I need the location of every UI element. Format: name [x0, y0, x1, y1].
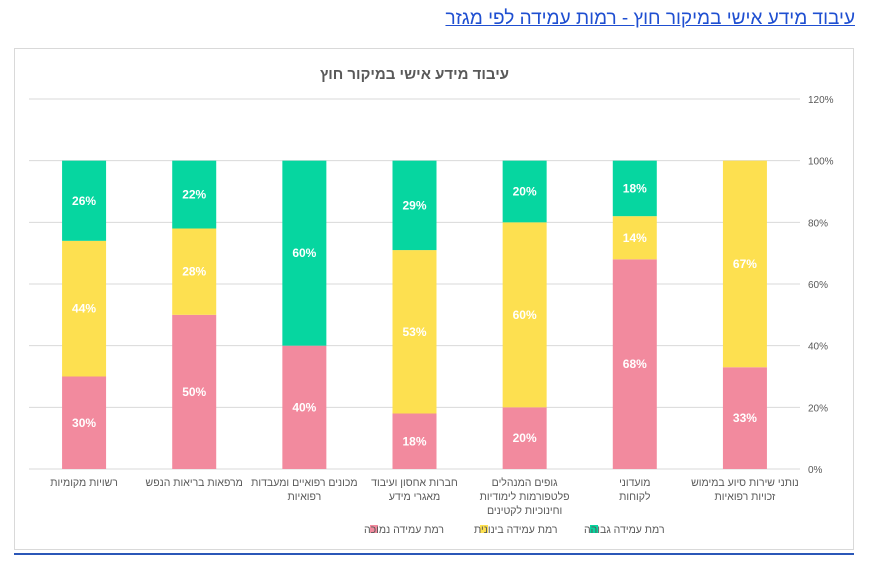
category-label: וחינוכיות לקטינים — [487, 505, 562, 517]
category-label: מאגרי מידע — [389, 491, 440, 503]
data-label: 67% — [733, 257, 757, 271]
bar-segment — [612, 259, 657, 469]
data-label: 50% — [182, 385, 206, 399]
data-label: 18% — [623, 181, 647, 195]
data-label: 20% — [513, 431, 537, 445]
bar-segment — [722, 160, 767, 368]
category-label: פלטפורמות לימודיות — [480, 491, 570, 503]
y-tick-label: 100% — [808, 157, 834, 168]
category-label: מכונים רפואיים ומעבדות — [251, 477, 357, 489]
bar-segment — [62, 240, 107, 377]
data-label: 60% — [513, 308, 537, 322]
y-tick-label: 60% — [808, 280, 828, 291]
data-label: 20% — [513, 185, 537, 199]
bar-segment — [282, 160, 327, 346]
category-label: זכויות רפואיות — [715, 491, 776, 503]
stacked-bar-chart: עיבוד מידע אישי במיקור חוץ 0% 20% 40% 60% 80%… — [29, 66, 834, 536]
bottom-divider — [14, 553, 854, 555]
data-label: 30% — [72, 416, 96, 430]
category-label: לקוחות — [619, 491, 651, 503]
category-label: מרפאות בריאות הנפש — [146, 477, 243, 489]
chart-area: עיבוד מידע אישי במיקור חוץ 0% 20% 40% 60% 80%… — [14, 48, 854, 550]
y-tick-label: 0% — [808, 465, 823, 476]
page-heading[interactable]: עיבוד מידע אישי במיקור חוץ - רמות עמידה … — [445, 8, 855, 29]
data-label: 26% — [72, 194, 96, 208]
bar-segment — [502, 160, 547, 223]
chart-title: עיבוד מידע אישי במיקור חוץ — [320, 66, 509, 83]
category-label: מועדוני — [619, 477, 650, 489]
data-label: 18% — [402, 434, 426, 448]
bar-segment — [172, 314, 217, 469]
data-label: 44% — [72, 302, 96, 316]
y-tick-label: 40% — [808, 342, 828, 353]
category-label: נותני שירות סיוע במימוש — [691, 477, 799, 489]
legend-swatch — [590, 525, 598, 533]
y-tick-label: 80% — [808, 218, 828, 229]
bar-segment — [62, 376, 107, 469]
bar-segment — [62, 160, 107, 241]
category-label: רפואיות — [287, 491, 321, 503]
data-label: 14% — [623, 231, 647, 245]
data-label: 60% — [292, 246, 316, 260]
bar-segment — [502, 407, 547, 469]
category-label: רשויות מקומיות — [50, 477, 118, 489]
bar-segment — [392, 160, 437, 251]
data-label: 33% — [733, 411, 757, 425]
bar-segment — [172, 228, 217, 315]
data-label: 40% — [292, 400, 316, 414]
legend-label: רמת עמידה גבוהה — [584, 524, 665, 536]
bar-segment — [282, 345, 327, 469]
bar-segment — [722, 367, 767, 469]
category-label: חברות אחסון ועיבוד — [371, 477, 458, 489]
bar-segment — [612, 216, 657, 260]
data-label: 28% — [182, 265, 206, 279]
bar-segment — [392, 250, 437, 414]
legend-swatch — [370, 525, 378, 533]
data-label: 22% — [182, 188, 206, 202]
y-tick-label: 120% — [808, 95, 834, 106]
data-label: 53% — [402, 325, 426, 339]
legend-label: רמת עמידה נמוכה — [364, 524, 444, 536]
bar-segment — [172, 160, 217, 229]
y-tick-label: 20% — [808, 403, 828, 414]
category-label: גופים המנהלים — [492, 477, 558, 489]
data-label: 68% — [623, 357, 647, 371]
bar-segment — [392, 413, 437, 469]
legend-label: רמת עמידה בינונית — [474, 524, 558, 536]
bar-segment — [612, 160, 657, 217]
bar-segment — [502, 222, 547, 408]
legend-swatch — [480, 525, 488, 533]
data-label: 29% — [402, 198, 426, 212]
